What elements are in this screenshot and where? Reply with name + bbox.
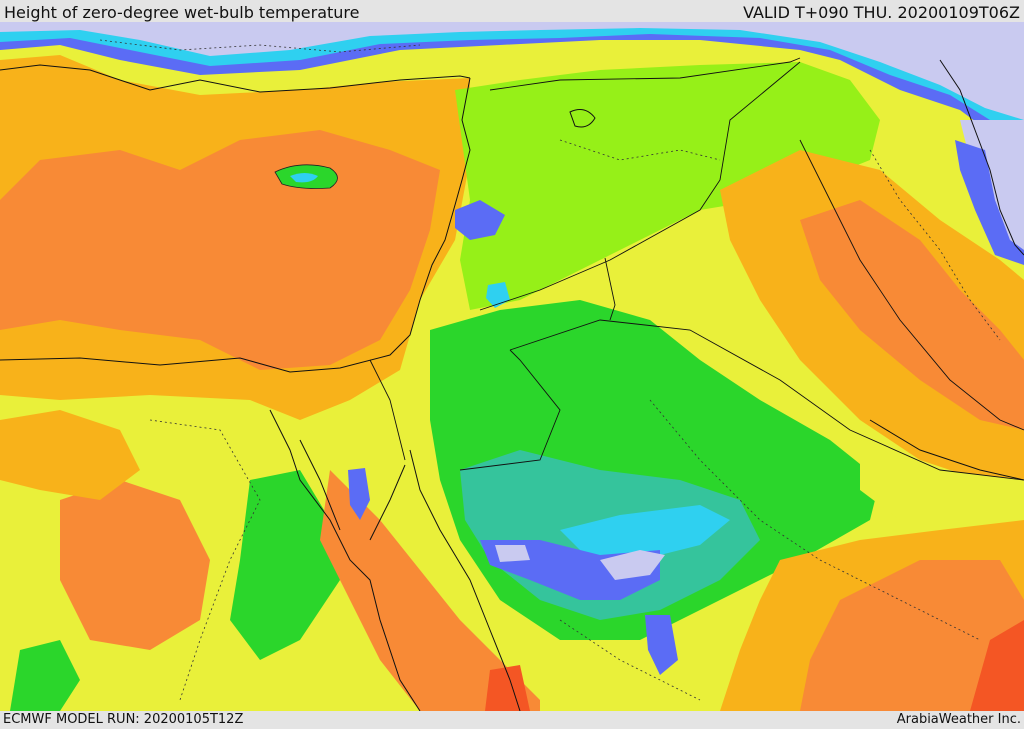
border-syria-south: [479, 61, 801, 311]
coastline-redsea-west: [269, 409, 421, 711]
coastline-gulf-suez: [299, 439, 341, 531]
field-blue-caspian: [955, 140, 1024, 265]
coastline-gulf: [869, 419, 1024, 481]
credit: ArabiaWeather Inc.: [896, 712, 1021, 727]
field-amber-sudan: [0, 410, 140, 500]
field-cyan-jordan: [486, 282, 510, 308]
field-blue-south: [645, 615, 678, 675]
border-saudi-jordan: [459, 349, 561, 471]
border-egypt-sinai: [369, 359, 406, 461]
island-cyprus-core: [290, 173, 318, 183]
coastline-gulf-aqaba: [369, 464, 406, 541]
field-blue-lebanon: [455, 200, 505, 240]
valid-time: VALID T+090 THU. 20200109T06Z: [743, 3, 1020, 22]
border-syria-iraq: [489, 57, 801, 91]
coastline-turkey: [0, 64, 471, 93]
weather-map[interactable]: [0, 22, 1024, 711]
footer-bar: ECMWF MODEL RUN: 20200105T12Z ArabiaWeat…: [0, 711, 1024, 729]
border-provinces-turkey: [99, 39, 421, 53]
field-red-se: [970, 620, 1024, 711]
map-title: Height of zero-degree wet-bulb temperatu…: [4, 3, 360, 22]
field-cyan-core: [560, 505, 730, 560]
field-orange-mediterranean: [0, 130, 440, 370]
field-green-sw: [10, 640, 80, 711]
border-provinces-south: [559, 619, 701, 701]
field-red-redsea: [485, 665, 530, 711]
field-lavender-core: [600, 550, 665, 580]
field-yellow-gulf: [860, 440, 1024, 540]
field-orange-iraq: [800, 200, 1024, 430]
coastline-redsea-east: [409, 449, 521, 711]
model-run: ECMWF MODEL RUN: 20200105T12Z: [3, 712, 244, 727]
border-iran-iraq: [799, 139, 1024, 431]
field-green-egypt: [230, 470, 340, 660]
field-orange-sudan: [60, 480, 210, 650]
title-bar: Height of zero-degree wet-bulb temperatu…: [0, 0, 1024, 22]
border-jordan-saudi: [509, 319, 1024, 481]
border-jordan-east: [604, 257, 616, 321]
border-provinces-syria: [559, 139, 721, 161]
border-provinces-saudi: [649, 399, 981, 641]
field-lavender-north: [0, 22, 1024, 120]
lake-van: [569, 109, 596, 128]
field-lime-levant: [455, 62, 880, 310]
coastline-caspian: [939, 59, 1024, 256]
coastline-levant: [0, 77, 471, 373]
field-blue-sinai: [348, 468, 370, 520]
field-lavender-west: [495, 545, 530, 562]
field-orange-se: [800, 560, 1024, 711]
